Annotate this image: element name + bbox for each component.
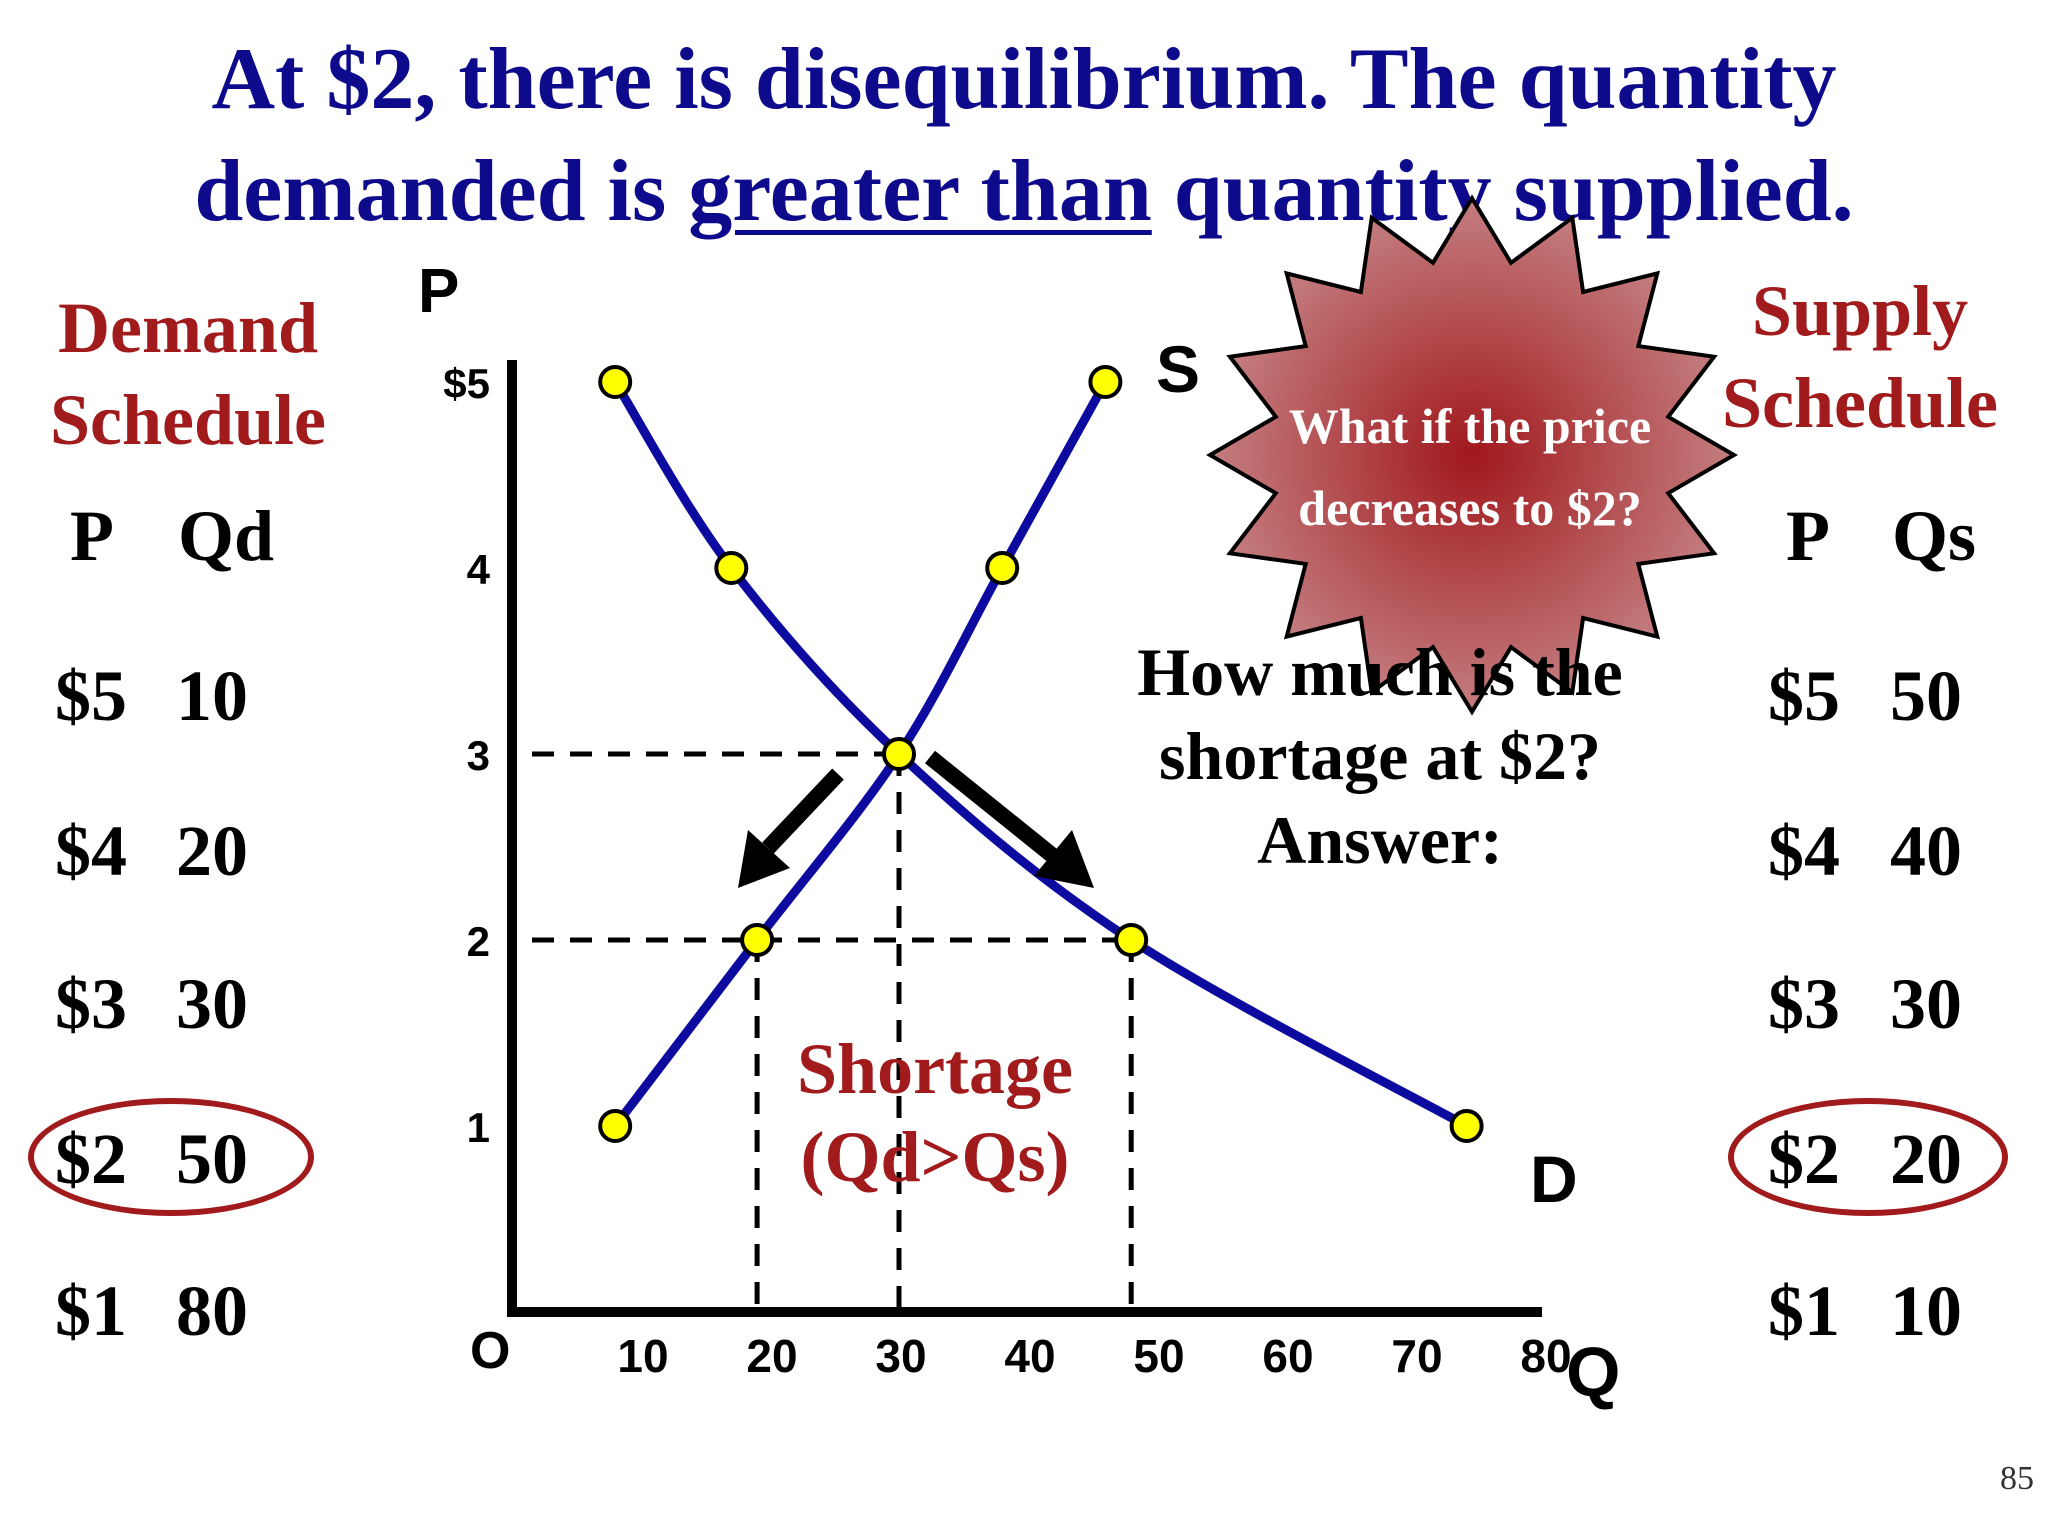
supply-header-p: P bbox=[1786, 496, 1830, 576]
y-tick-label: 2 bbox=[467, 918, 490, 965]
supply-row-quantity: 10 bbox=[1890, 1271, 1962, 1351]
data-points bbox=[598, 365, 1484, 1143]
supply-row-price: $1 bbox=[1768, 1271, 1840, 1351]
page-number: 85 bbox=[2000, 1460, 2034, 1497]
origin-label: O bbox=[470, 1322, 510, 1380]
supply-row-quantity: 50 bbox=[1890, 656, 1962, 736]
x-tick-label: 40 bbox=[1004, 1330, 1055, 1382]
question-line-3: Answer: bbox=[1257, 802, 1503, 878]
starburst-text: What if the price decreases to $2? bbox=[1240, 385, 1700, 549]
x-tick-label: 80 bbox=[1520, 1330, 1571, 1382]
question-line-2: shortage at $2? bbox=[1159, 718, 1601, 794]
demand-highlight-ellipse bbox=[28, 1098, 314, 1216]
supply-row-quantity: 30 bbox=[1890, 964, 1962, 1044]
starburst-line-2: decreases to $2? bbox=[1298, 480, 1642, 536]
supply-header-qs: Qs bbox=[1892, 496, 1977, 576]
y-tick-labels: $5 4 3 2 1 bbox=[443, 360, 490, 1151]
demand-row-quantity: 10 bbox=[176, 656, 248, 736]
x-tick-labels: 10 20 30 40 50 60 70 80 bbox=[617, 1330, 1571, 1382]
shortage-line-2: (Qd>Qs) bbox=[800, 1117, 1070, 1197]
demand-row-quantity: 20 bbox=[176, 811, 248, 891]
y-tick-label: 3 bbox=[467, 732, 490, 779]
y-axis-label: P bbox=[418, 257, 459, 326]
title-line-2-start: demanded is bbox=[194, 143, 689, 240]
data-point bbox=[714, 551, 749, 585]
demand-row-quantity: 80 bbox=[176, 1271, 248, 1351]
supply-curve-label: S bbox=[1156, 332, 1200, 406]
demand-curve bbox=[610, 377, 1472, 1131]
y-tick-label: 1 bbox=[467, 1104, 490, 1151]
arrow-down-left bbox=[738, 768, 844, 888]
x-tick-label: 70 bbox=[1391, 1330, 1442, 1382]
demand-row-price: $4 bbox=[55, 811, 127, 891]
demand-row-price: $3 bbox=[55, 964, 127, 1044]
dashed-guides bbox=[532, 751, 1134, 1312]
arrow-down-right bbox=[924, 750, 1094, 888]
demand-title-line-2: Schedule bbox=[49, 380, 327, 460]
demand-schedule-title: Demand Schedule bbox=[28, 282, 348, 466]
supply-row-price: $4 bbox=[1768, 811, 1840, 891]
demand-header-qd: Qd bbox=[178, 496, 275, 576]
supply-schedule-title: Supply Schedule bbox=[1700, 265, 2020, 449]
data-point bbox=[598, 365, 633, 399]
x-tick-label: 10 bbox=[617, 1330, 668, 1382]
data-point bbox=[985, 551, 1020, 585]
supply-row-price: $3 bbox=[1768, 964, 1840, 1044]
data-point bbox=[882, 737, 916, 771]
data-point bbox=[598, 1109, 633, 1143]
x-axis-label: Q bbox=[1566, 1333, 1620, 1411]
title-line-2-end: quantity supplied. bbox=[1151, 143, 1854, 240]
data-point bbox=[1449, 1109, 1484, 1143]
y-tick-label: 4 bbox=[467, 546, 491, 593]
data-point bbox=[1088, 365, 1123, 399]
demand-row-price: $5 bbox=[55, 656, 127, 736]
starburst-line-1: What if the price bbox=[1288, 398, 1652, 454]
supply-title-line-1: Supply bbox=[1751, 271, 1969, 351]
demand-header-p: P bbox=[70, 496, 114, 576]
supply-row-price: $5 bbox=[1768, 656, 1840, 736]
y-tick-label: $5 bbox=[443, 360, 490, 407]
title-line-1: At $2, there is disequilibrium. The quan… bbox=[211, 31, 1837, 128]
data-point bbox=[740, 923, 775, 957]
supply-title-line-2: Schedule bbox=[1721, 363, 1999, 443]
demand-title-line-1: Demand bbox=[57, 288, 318, 368]
demand-row-quantity: 30 bbox=[176, 964, 248, 1044]
shortage-label: Shortage (Qd>Qs) bbox=[760, 1025, 1110, 1201]
title-line-2: demanded is greater than quantity suppli… bbox=[0, 136, 2048, 248]
x-tick-label: 30 bbox=[875, 1330, 926, 1382]
x-tick-label: 60 bbox=[1262, 1330, 1313, 1382]
slide-title: At $2, there is disequilibrium. The quan… bbox=[0, 24, 2048, 248]
title-underline: greater than bbox=[688, 143, 1152, 240]
starburst-callout bbox=[1206, 194, 1738, 716]
question-line-1: How much is the bbox=[1137, 634, 1623, 710]
supply-row-quantity: 40 bbox=[1890, 811, 1962, 891]
x-tick-label: 50 bbox=[1133, 1330, 1184, 1382]
data-point bbox=[1114, 923, 1149, 957]
shortage-line-1: Shortage bbox=[797, 1029, 1073, 1109]
shortage-question: How much is the shortage at $2? Answer: bbox=[1085, 630, 1675, 882]
x-tick-label: 20 bbox=[746, 1330, 797, 1382]
supply-highlight-ellipse bbox=[1728, 1098, 2008, 1216]
demand-row-price: $1 bbox=[55, 1271, 127, 1351]
demand-curve-label: D bbox=[1530, 1142, 1578, 1216]
